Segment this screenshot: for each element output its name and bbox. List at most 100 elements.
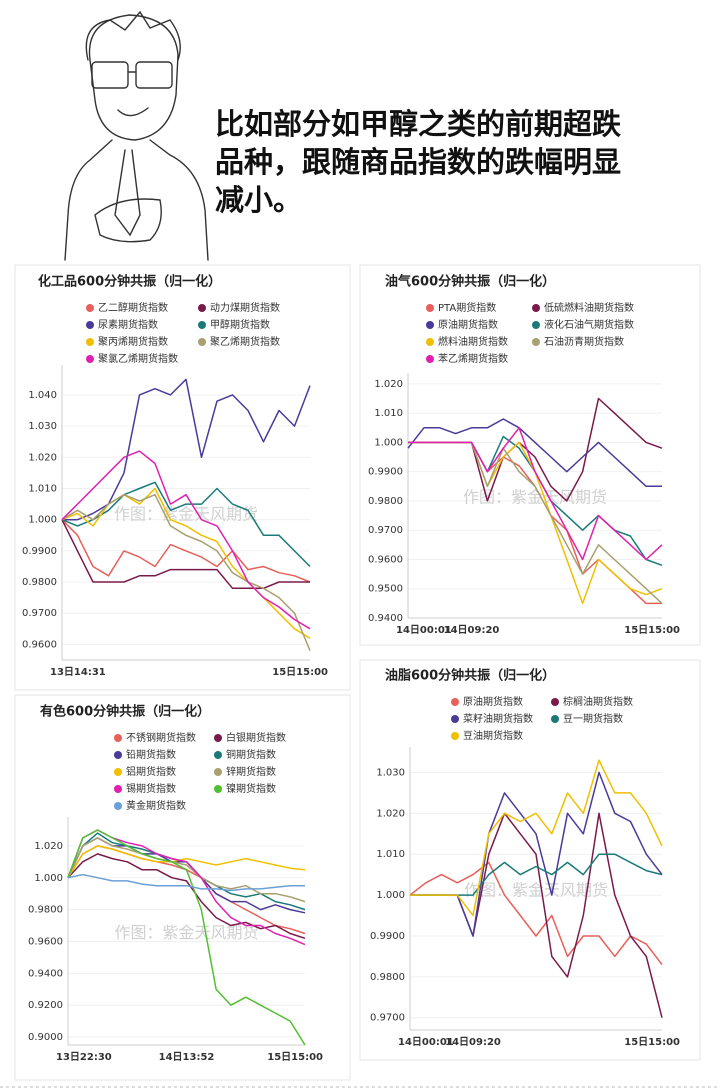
legend-label: 铅期货指数 xyxy=(126,748,176,761)
legend-label: 棕榈油期货指数 xyxy=(563,695,633,708)
series-line xyxy=(62,378,311,521)
legend-swatch xyxy=(114,751,122,759)
legend-swatch xyxy=(426,304,434,312)
series-line xyxy=(61,519,311,583)
legend-swatch xyxy=(214,785,222,793)
watermark: 作图：紫金天风期货 xyxy=(114,923,258,942)
y-tick-label: 0.9600 xyxy=(368,554,403,565)
caption-line: 品种，跟随商品指数的跌幅明显 xyxy=(215,145,621,179)
legend-swatch xyxy=(86,338,94,346)
y-tick-label: 0.9600 xyxy=(28,936,63,947)
legend-swatch xyxy=(426,321,434,329)
legend-label: 聚氯乙烯期货指数 xyxy=(98,352,178,365)
y-tick-label: 1.020 xyxy=(374,379,403,390)
legend-swatch xyxy=(86,355,94,363)
legend-swatch xyxy=(532,338,540,346)
legend-swatch xyxy=(114,785,122,793)
legend-label: 黄金期货指数 xyxy=(126,799,186,812)
y-tick-label: 1.010 xyxy=(374,408,403,419)
legend-label: 石油沥青期货指数 xyxy=(544,335,624,348)
series-line xyxy=(61,487,311,639)
legend-label: 铝期货指数 xyxy=(126,765,176,778)
legend-label: 铜期货指数 xyxy=(226,748,276,761)
chart-panel xyxy=(359,264,701,646)
legend-label: 燃料油期货指数 xyxy=(438,335,508,348)
y-tick-label: 0.9000 xyxy=(28,1032,63,1043)
legend-label: 锡期货指数 xyxy=(126,782,176,795)
y-tick-label: 0.9900 xyxy=(368,467,403,478)
legend-swatch xyxy=(114,802,122,810)
legend-label: 乙二醇期货指数 xyxy=(98,301,168,314)
legend-label: 不锈钢期货指数 xyxy=(126,731,196,744)
y-tick-label: 1.010 xyxy=(376,849,405,860)
series-line xyxy=(410,759,663,917)
legend-swatch xyxy=(198,304,206,312)
y-tick-label: 1.000 xyxy=(28,515,57,526)
y-tick-label: 0.9700 xyxy=(368,525,403,536)
legend-label: 原油期货指数 xyxy=(438,318,498,331)
legend-swatch xyxy=(451,732,459,740)
chart-title: 有色600分钟共振（归一化） xyxy=(40,704,210,720)
y-tick-label: 0.9800 xyxy=(368,496,403,507)
legend-label: 锌期货指数 xyxy=(226,765,276,778)
legend-swatch xyxy=(426,355,434,363)
y-tick-label: 1.020 xyxy=(28,452,57,463)
legend-label: 原油期货指数 xyxy=(463,695,523,708)
series-line xyxy=(61,450,311,630)
y-tick-label: 0.9500 xyxy=(368,584,403,595)
chart-panel xyxy=(14,694,351,1081)
series-line xyxy=(409,861,663,966)
y-tick-label: 1.020 xyxy=(376,808,405,819)
x-tick-label: 14日13:52 xyxy=(159,1051,215,1063)
legend-swatch xyxy=(426,338,434,346)
legend-label: 动力煤期货指数 xyxy=(210,301,280,314)
legend-swatch xyxy=(198,321,206,329)
x-tick-label: 15日15:00 xyxy=(624,624,680,636)
x-tick-label: 15日15:00 xyxy=(267,1051,323,1063)
y-tick-label: 0.9700 xyxy=(22,608,57,619)
legend-label: 豆油期货指数 xyxy=(463,729,523,742)
y-tick-label: 0.9600 xyxy=(22,639,57,650)
y-tick-label: 0.9700 xyxy=(370,1013,405,1024)
legend-swatch xyxy=(114,734,122,742)
y-tick-label: 1.000 xyxy=(34,873,63,884)
y-tick-label: 0.9800 xyxy=(28,905,63,916)
cartoon xyxy=(64,10,209,261)
series-line xyxy=(408,427,663,561)
series-line xyxy=(67,837,306,903)
y-tick-label: 0.9900 xyxy=(22,546,57,557)
legend-label: 白银期货指数 xyxy=(226,731,286,744)
legend-swatch xyxy=(551,715,559,723)
legend-label: 镍期货指数 xyxy=(226,782,276,795)
legend-swatch xyxy=(214,751,222,759)
chart-title: 油气600分钟共振（归一化） xyxy=(385,274,555,290)
legend-swatch xyxy=(451,698,459,706)
legend-label: 苯乙烯期货指数 xyxy=(438,352,508,365)
y-tick-label: 0.9900 xyxy=(370,931,405,942)
x-tick-label: 15日15:00 xyxy=(624,1036,680,1048)
x-tick-label: 14日00:01 xyxy=(398,1036,454,1048)
legend-swatch xyxy=(86,321,94,329)
legend-label: 豆一期货指数 xyxy=(563,712,623,725)
y-tick-label: 1.030 xyxy=(28,421,57,432)
series-line xyxy=(61,493,311,651)
legend-label: 尿素期货指数 xyxy=(98,318,158,331)
legend-label: 液化石油气期货指数 xyxy=(544,318,634,331)
legend-swatch xyxy=(214,768,222,776)
series-line xyxy=(61,519,310,590)
y-tick-label: 0.9200 xyxy=(28,1000,63,1011)
y-tick-label: 1.030 xyxy=(376,767,405,778)
legend-swatch xyxy=(198,338,206,346)
y-tick-label: 1.020 xyxy=(34,841,63,852)
y-tick-label: 0.9800 xyxy=(22,577,57,588)
legend-swatch xyxy=(532,321,540,329)
x-tick-label: 15日15:00 xyxy=(272,666,328,678)
y-tick-label: 1.010 xyxy=(28,483,57,494)
y-tick-label: 0.9400 xyxy=(28,968,63,979)
legend-swatch xyxy=(532,304,540,312)
chart-title: 化工品600分钟共振（归一化） xyxy=(38,274,221,290)
x-tick-label: 14日00:01 xyxy=(396,624,452,636)
legend-label: 聚丙烯期货指数 xyxy=(98,335,168,348)
legend-label: 菜籽油期货指数 xyxy=(463,712,533,725)
